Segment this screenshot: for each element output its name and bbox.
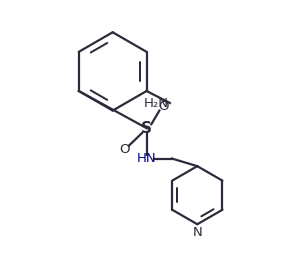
Text: H₂N: H₂N — [144, 97, 169, 109]
Text: S: S — [141, 121, 152, 136]
Text: O: O — [159, 100, 169, 113]
Text: HN: HN — [137, 152, 157, 165]
Text: N: N — [192, 226, 202, 239]
Text: O: O — [119, 143, 130, 156]
